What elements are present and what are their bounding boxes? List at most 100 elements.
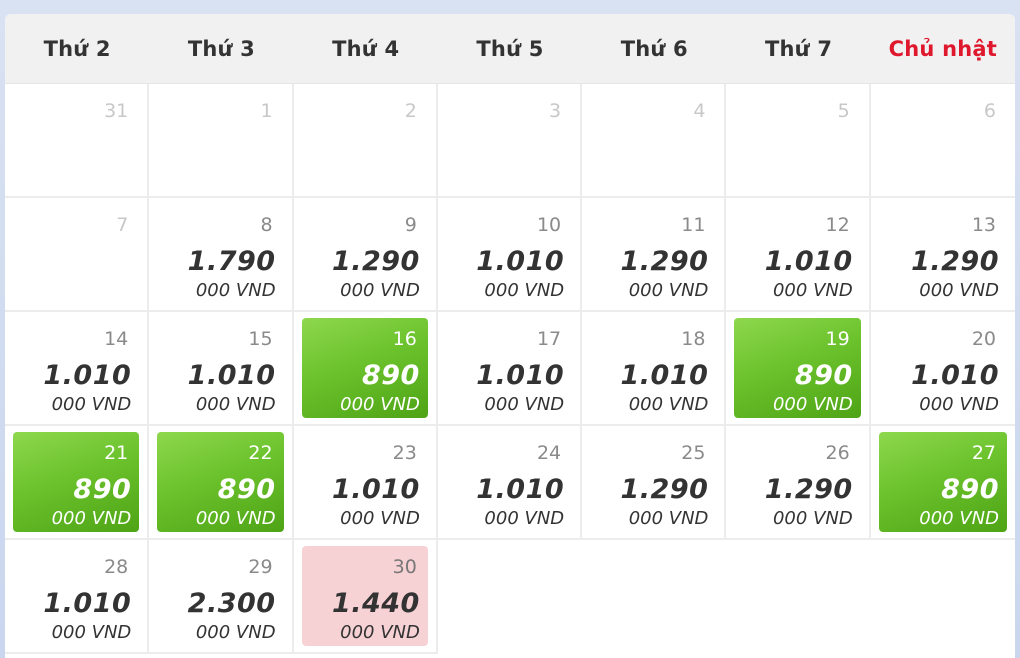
fare-price: 1.010 xyxy=(476,474,565,505)
fare-price: 1.010 xyxy=(476,360,565,391)
day-number: 16 xyxy=(392,328,417,350)
fare-price: 1.290 xyxy=(620,474,709,505)
calendar-day-cell[interactable]: 11 1.290 000 VND xyxy=(582,198,727,312)
day-number: 3 xyxy=(549,100,562,122)
fare-price: 890 xyxy=(794,360,853,391)
fare-unit: 000 VND xyxy=(340,508,420,529)
day-number: 7 xyxy=(116,214,129,236)
fare-calendar: Thứ 2 Thứ 3 Thứ 4 Thứ 5 Thứ 6 Thứ 7 Chủ … xyxy=(5,14,1015,658)
day-number: 5 xyxy=(837,100,850,122)
day-number: 4 xyxy=(693,100,706,122)
fare-unit: 000 VND xyxy=(51,622,132,643)
calendar-day-cell: 6 xyxy=(870,84,1015,198)
fare-unit: 000 VND xyxy=(772,394,853,415)
day-number: 25 xyxy=(681,442,706,464)
day-number: 10 xyxy=(536,214,562,236)
cheapest-fare-highlight xyxy=(734,318,861,418)
day-number: 17 xyxy=(536,328,562,350)
fare-unit: 000 VND xyxy=(628,394,709,415)
calendar-day-cell: 1 xyxy=(149,84,294,198)
fare-price: 2.300 xyxy=(187,588,276,619)
fare-unit: 000 VND xyxy=(628,508,709,529)
calendar-day-cell[interactable]: 9 1.290 000 VND xyxy=(293,198,438,312)
calendar-day-cell[interactable]: 27 890 000 VND xyxy=(870,426,1015,540)
fare-unit: 000 VND xyxy=(51,508,132,529)
day-number: 24 xyxy=(536,442,562,464)
calendar-day-cell[interactable]: 23 1.010 000 VND xyxy=(293,426,438,540)
calendar-day-cell[interactable]: 26 1.290 000 VND xyxy=(726,426,871,540)
calendar-day-cell[interactable]: 24 1.010 000 VND xyxy=(437,426,583,540)
weekday-saturday: Thứ 7 xyxy=(764,36,833,61)
cheapest-fare-highlight xyxy=(878,432,1007,532)
weekday-monday: Thứ 2 xyxy=(43,36,111,61)
day-number: 1 xyxy=(260,100,273,122)
day-number: 2 xyxy=(404,100,417,122)
day-number: 20 xyxy=(971,328,996,350)
day-number: 21 xyxy=(104,442,129,464)
weekday-wednesday: Thứ 4 xyxy=(332,36,400,61)
fare-price: 1.440 xyxy=(331,588,420,619)
day-number: 28 xyxy=(104,556,129,578)
calendar-day-cell: 4 xyxy=(582,84,727,198)
calendar-day-cell[interactable]: 25 1.290 000 VND xyxy=(582,426,727,540)
fare-unit: 000 VND xyxy=(484,508,565,529)
fare-unit: 000 VND xyxy=(919,280,999,301)
calendar-day-cell[interactable]: 29 2.300 000 VND xyxy=(149,540,294,654)
fare-unit: 000 VND xyxy=(484,280,565,301)
day-number: 29 xyxy=(248,556,273,578)
weekday-tuesday: Thứ 3 xyxy=(187,36,255,61)
calendar-day-cell[interactable]: 10 1.010 000 VND xyxy=(437,198,583,312)
fare-price: 890 xyxy=(941,474,999,505)
fare-unit: 000 VND xyxy=(51,394,132,415)
calendar-day-cell[interactable]: 22 890 000 VND xyxy=(149,426,294,540)
day-number: 22 xyxy=(248,442,273,464)
empty-cell xyxy=(726,540,870,654)
calendar-day-cell[interactable]: 12 1.010 000 VND xyxy=(726,198,871,312)
calendar-day-cell[interactable]: 30 1.440 000 VND xyxy=(293,540,438,654)
calendar-day-cell[interactable]: 21 890 000 VND xyxy=(5,426,150,540)
fare-price: 890 xyxy=(73,474,132,505)
day-number: 26 xyxy=(825,442,850,464)
weekday-sunday: Chủ nhật xyxy=(888,36,998,61)
calendar-day-cell[interactable]: 8 1.790 000 VND xyxy=(149,198,294,312)
fare-unit: 000 VND xyxy=(340,280,420,301)
fare-price: 1.290 xyxy=(911,246,999,277)
calendar-day-cell: 31 xyxy=(5,84,150,198)
calendar-day-cell: 2 xyxy=(293,84,438,198)
fare-unit: 000 VND xyxy=(340,622,420,643)
calendar-day-cell[interactable]: 14 1.010 000 VND xyxy=(5,312,150,426)
calendar-day-cell[interactable]: 20 1.010 000 VND xyxy=(870,312,1015,426)
calendar-day-cell[interactable]: 28 1.010 000 VND xyxy=(5,540,150,654)
calendar-day-cell[interactable]: 17 1.010 000 VND xyxy=(437,312,583,426)
fare-price: 1.010 xyxy=(43,360,132,391)
weekday-thursday: Thứ 5 xyxy=(476,36,544,61)
calendar-day-cell: 3 xyxy=(437,84,583,198)
day-number: 14 xyxy=(104,328,129,350)
fare-unit: 000 VND xyxy=(340,394,420,415)
fare-unit: 000 VND xyxy=(195,280,276,301)
fare-price: 1.290 xyxy=(620,246,709,277)
fare-unit: 000 VND xyxy=(484,394,565,415)
fare-unit: 000 VND xyxy=(195,508,276,529)
high-fare-highlight xyxy=(301,546,428,646)
calendar-day-cell[interactable]: 18 1.010 000 VND xyxy=(582,312,727,426)
calendar-day-cell[interactable]: 13 1.290 000 VND xyxy=(870,198,1015,312)
calendar-day-cell: 5 xyxy=(726,84,871,198)
fare-price: 1.790 xyxy=(187,246,276,277)
fare-unit: 000 VND xyxy=(919,508,999,529)
fare-price: 1.290 xyxy=(764,474,853,505)
fare-unit: 000 VND xyxy=(919,394,999,415)
day-number: 11 xyxy=(681,214,706,236)
day-number: 6 xyxy=(983,100,996,122)
calendar-day-cell[interactable]: 16 890 000 VND xyxy=(293,312,438,426)
calendar-day-cell[interactable]: 19 890 000 VND xyxy=(726,312,871,426)
fare-price: 1.010 xyxy=(911,360,999,391)
calendar-day-cell[interactable]: 15 1.010 000 VND xyxy=(149,312,294,426)
fare-unit: 000 VND xyxy=(195,622,276,643)
fare-price: 1.290 xyxy=(331,246,420,277)
day-number: 9 xyxy=(404,214,417,236)
day-number: 31 xyxy=(104,100,129,122)
fare-price: 1.010 xyxy=(476,246,565,277)
fare-price: 1.010 xyxy=(43,588,132,619)
empty-cell xyxy=(438,540,582,654)
